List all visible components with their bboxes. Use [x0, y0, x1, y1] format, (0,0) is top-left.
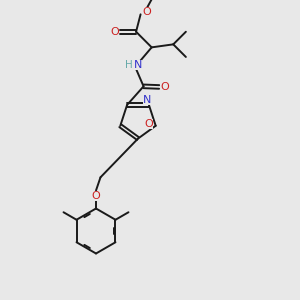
Text: O: O	[160, 82, 169, 92]
Text: O: O	[110, 27, 119, 37]
Text: O: O	[92, 191, 100, 201]
Text: O: O	[145, 119, 154, 129]
Text: H: H	[125, 60, 132, 70]
Text: N: N	[143, 94, 152, 105]
Text: N: N	[134, 60, 142, 70]
Text: O: O	[142, 7, 151, 17]
